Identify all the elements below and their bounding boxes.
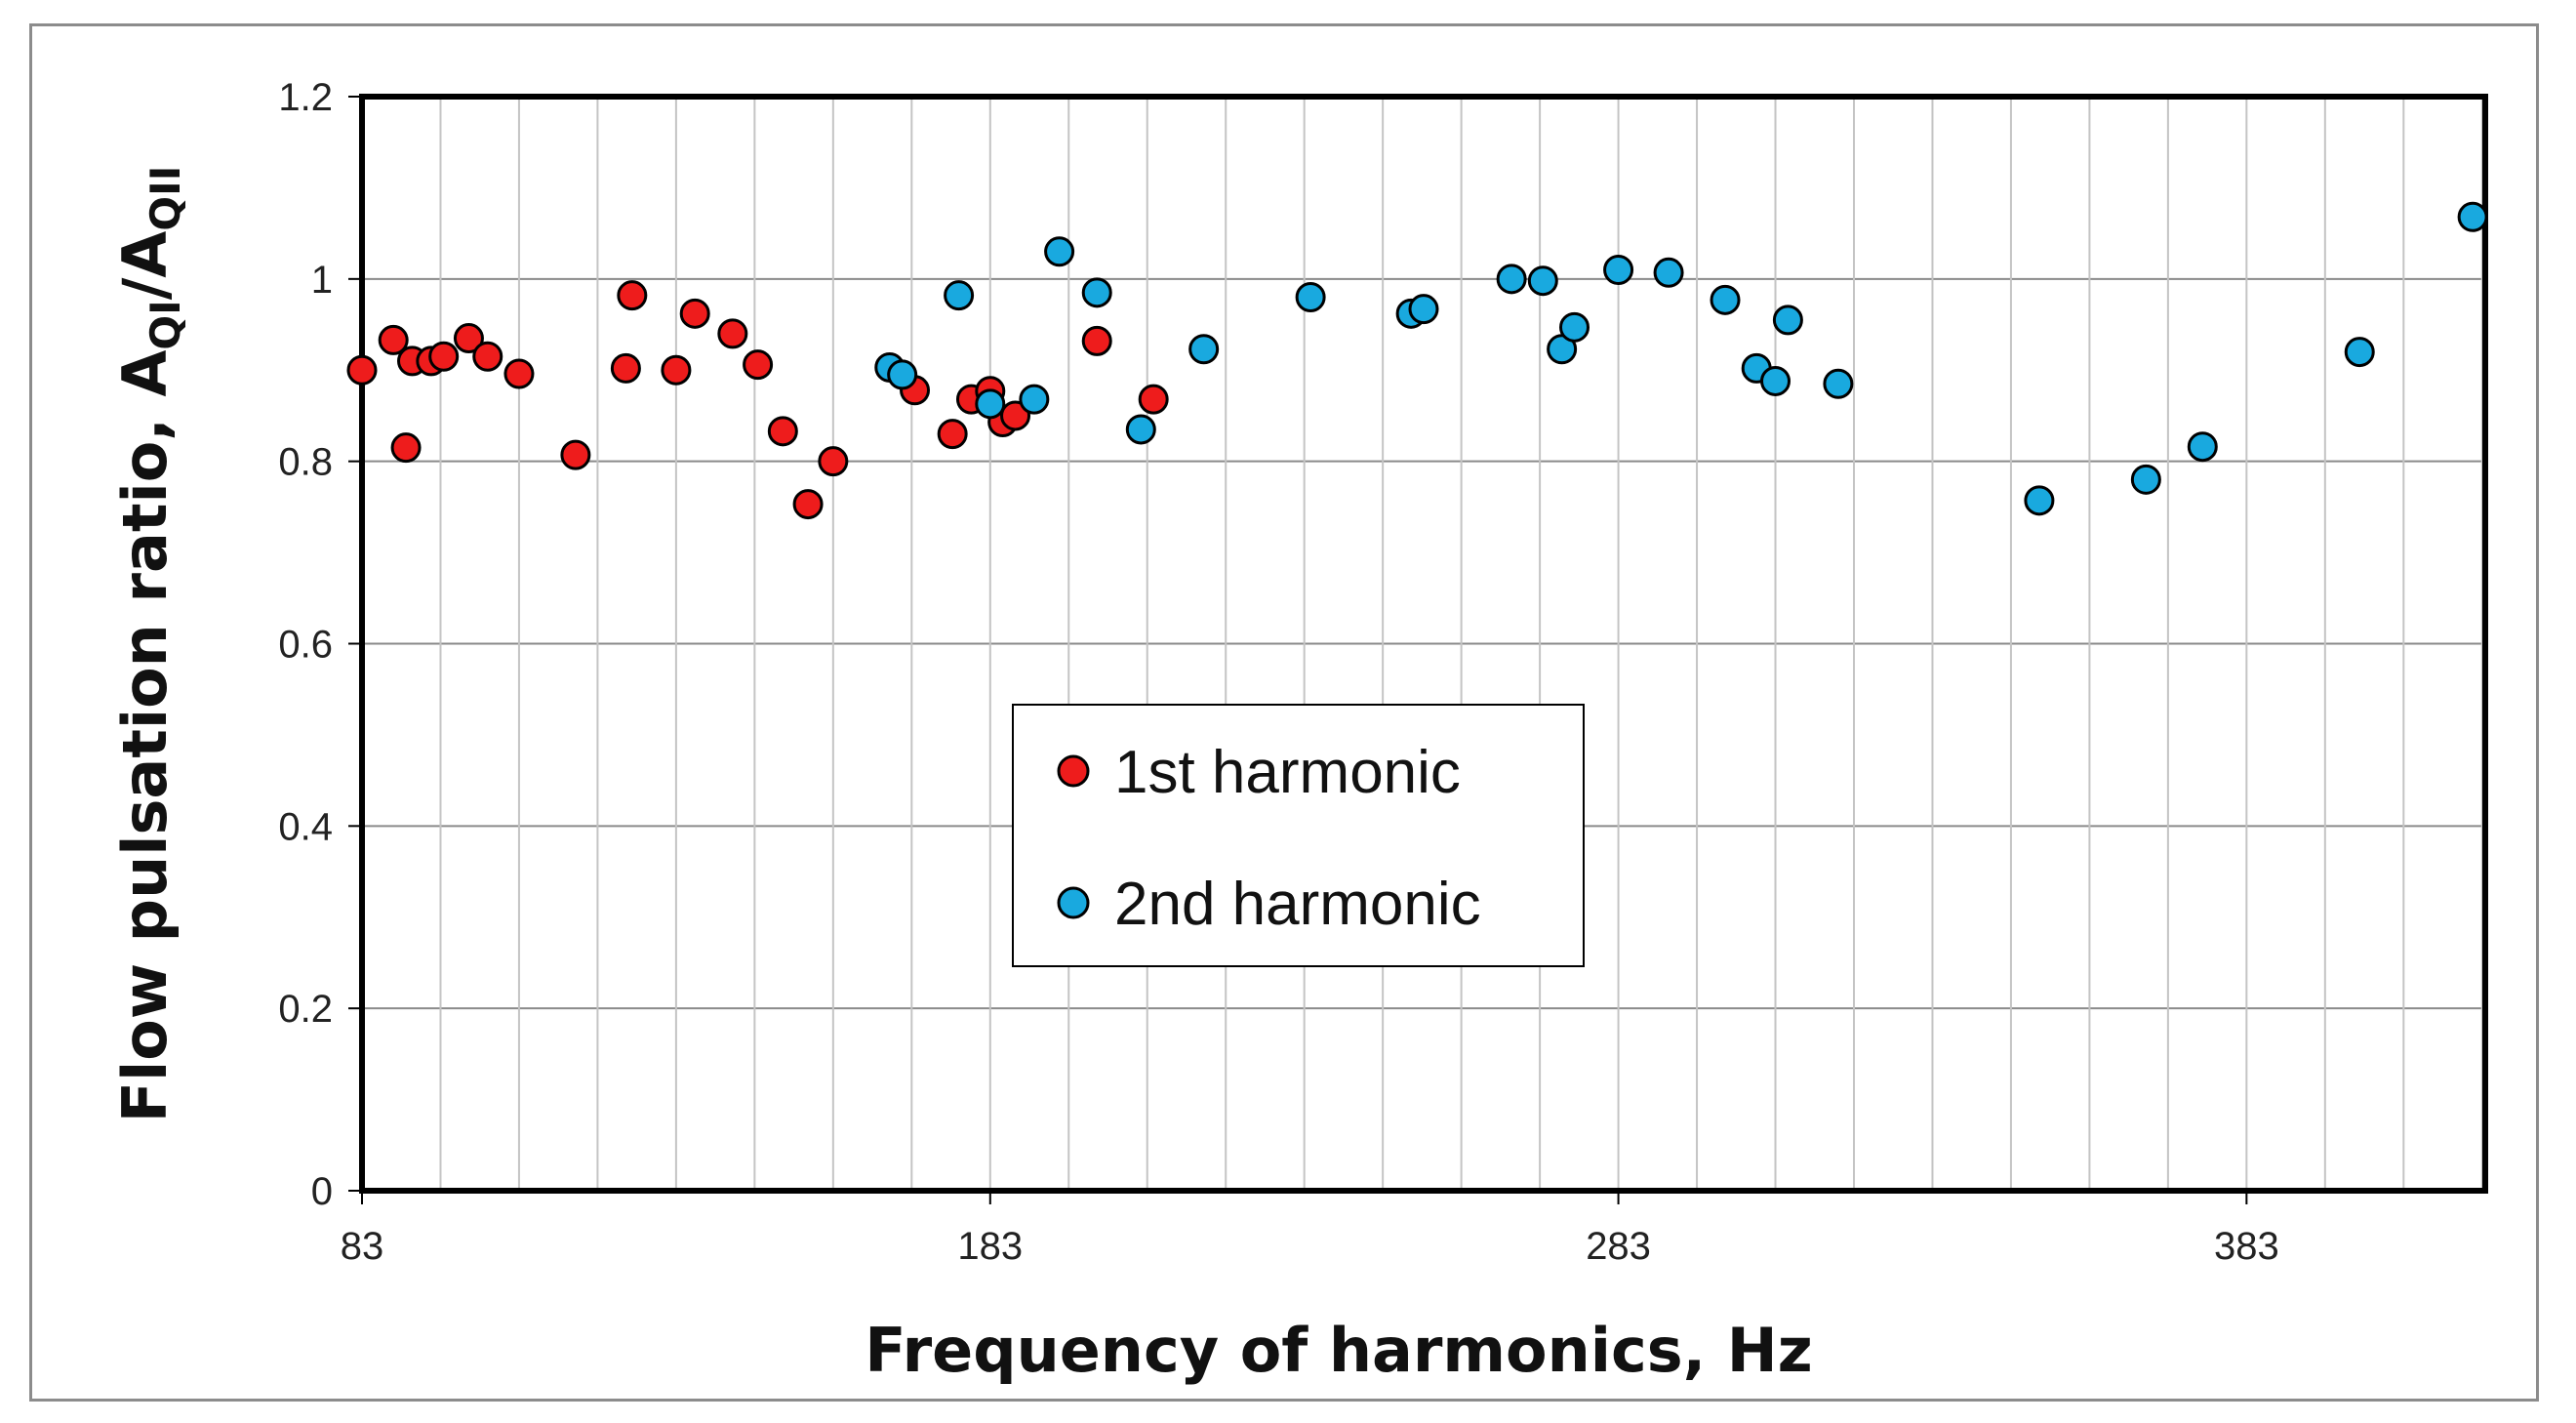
legend-label-1st-harmonic: 1st harmonic [1114,739,1461,806]
data-point-2nd-harmonic [1295,282,1326,313]
data-point-2nd-harmonic [1044,236,1075,267]
data-point-1st-harmonic [1081,325,1112,356]
data-point-1st-harmonic [1000,400,1031,431]
x-axis-title: Frequency of harmonics, Hz [865,1315,1813,1386]
data-point-2nd-harmonic [1188,334,1220,365]
data-point-1st-harmonic [679,298,710,329]
legend-marker-2nd-harmonic [1057,886,1090,919]
grid-lines [362,97,2485,1191]
data-point-2nd-harmonic [1653,257,1684,288]
data-point-2nd-harmonic [2130,464,2161,495]
y-tick-label: 0 [311,1170,333,1213]
data-point-1st-harmonic [743,349,774,381]
data-points [346,201,2488,520]
data-point-2nd-harmonic [1772,305,1803,336]
data-point-2nd-harmonic [1081,277,1112,308]
y-tick-label: 0.8 [278,441,333,484]
data-point-2nd-harmonic [1760,365,1791,396]
x-tick-label: 283 [1586,1225,1651,1268]
data-point-2nd-harmonic [975,388,1006,420]
legend-box [1012,704,1585,967]
data-point-2nd-harmonic [2024,485,2055,516]
data-point-2nd-harmonic [1408,294,1439,325]
data-point-1st-harmonic [818,446,849,477]
legend-label-2nd-harmonic: 2nd harmonic [1114,871,1481,938]
y-tick-label: 1 [311,259,333,302]
data-point-1st-harmonic [937,419,968,450]
data-point-2nd-harmonic [1559,311,1590,343]
data-point-2nd-harmonic [2344,337,2375,368]
x-tick-label: 83 [341,1225,384,1268]
data-point-1st-harmonic [503,358,535,389]
data-point-1st-harmonic [792,489,824,520]
data-point-1st-harmonic [610,352,641,384]
y-axis-title: Flow pulsation ratio, AQI/AQII [109,166,189,1123]
data-point-2nd-harmonic [1527,265,1558,297]
data-point-1st-harmonic [472,341,503,372]
data-point-2nd-harmonic [887,359,918,390]
data-point-2nd-harmonic [1823,368,1854,399]
data-point-1st-harmonic [428,341,460,372]
data-point-1st-harmonic [661,354,692,386]
data-point-2nd-harmonic [1496,264,1527,295]
data-point-2nd-harmonic [1603,254,1634,285]
y-tick-label: 0.2 [278,988,333,1031]
y-tick-label: 0.6 [278,624,333,667]
axis-ticks: 0 0.2 0.4 0.6 0.8 1 1.2 83 183 283 383 [278,76,2278,1268]
x-tick-label: 183 [957,1225,1023,1268]
data-point-2nd-harmonic [2187,431,2218,463]
data-point-2nd-harmonic [2457,201,2488,232]
data-point-1st-harmonic [346,354,378,386]
data-point-1st-harmonic [378,324,409,355]
data-point-1st-harmonic [453,323,484,354]
legend-marker-1st-harmonic [1057,754,1090,788]
data-point-2nd-harmonic [1019,384,1050,415]
data-point-2nd-harmonic [1710,284,1741,315]
data-point-1st-harmonic [717,318,748,349]
data-point-1st-harmonic [390,432,422,464]
data-point-2nd-harmonic [944,280,975,311]
data-point-1st-harmonic [1138,384,1169,415]
legend: 1st harmonic 2nd harmonic [1012,704,1585,967]
data-point-1st-harmonic [560,439,591,470]
data-point-2nd-harmonic [1125,414,1156,445]
y-tick-label: 1.2 [278,76,333,119]
data-point-1st-harmonic [617,280,648,311]
x-tick-label: 383 [2214,1225,2279,1268]
data-point-1st-harmonic [767,416,798,447]
y-tick-label: 0.4 [278,805,333,848]
